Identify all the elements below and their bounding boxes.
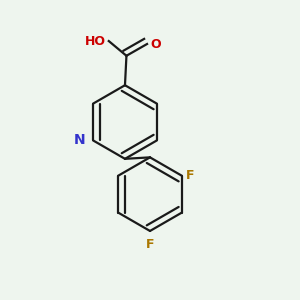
Text: F: F: [146, 238, 154, 251]
Text: O: O: [150, 38, 160, 50]
Text: F: F: [186, 169, 195, 182]
Text: HO: HO: [85, 34, 106, 48]
Text: N: N: [74, 134, 86, 147]
